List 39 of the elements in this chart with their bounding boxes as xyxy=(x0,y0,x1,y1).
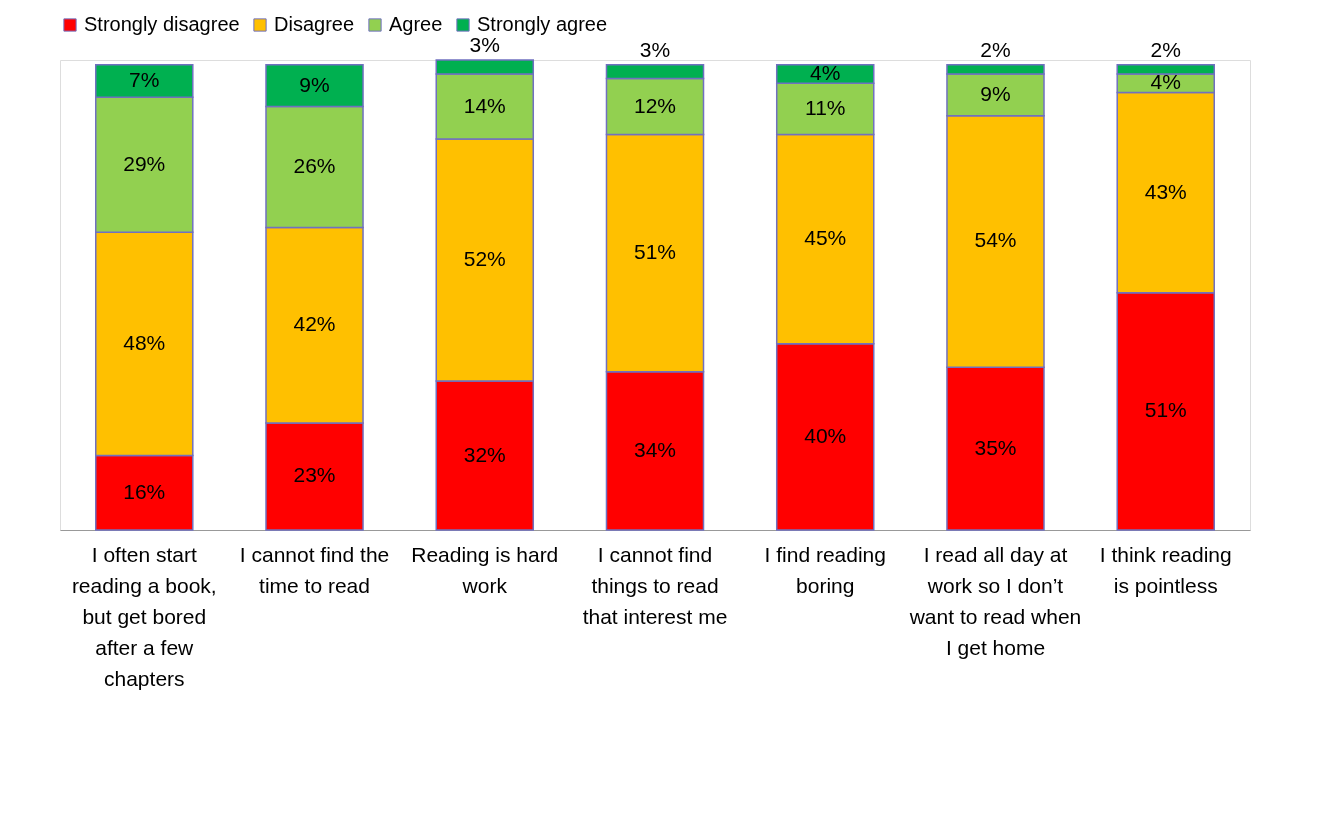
data-label: 3% xyxy=(639,37,671,61)
legend-label: Strongly agree xyxy=(477,13,608,35)
x-tick-label: I read all day at work so I don’t want to read when I get home xyxy=(908,543,1082,659)
x-tick-label: Reading is hard work xyxy=(411,543,559,597)
data-label: 40% xyxy=(804,423,847,447)
x-tick-label: I often start reading a book, but get bored after a few chapters xyxy=(71,543,217,690)
data-label: 9% xyxy=(299,72,330,96)
data-label: 51% xyxy=(633,240,677,264)
data-label: 4% xyxy=(1150,70,1181,94)
data-label: 48% xyxy=(123,330,166,354)
data-label: 42% xyxy=(293,312,336,336)
data-label: 45% xyxy=(804,226,847,250)
legend-label: Strongly disagree xyxy=(84,13,240,35)
legend-label: Disagree xyxy=(274,13,355,35)
data-label: 51% xyxy=(1144,398,1187,422)
legend-label: Agree xyxy=(389,13,443,35)
data-label: 12% xyxy=(633,93,677,117)
data-label: 54% xyxy=(974,228,1017,252)
data-label: 35% xyxy=(974,435,1017,459)
x-tick-label: I find reading boring xyxy=(764,543,886,597)
x-tick-label: I think reading is pointless xyxy=(1099,543,1232,597)
data-label: 9% xyxy=(980,81,1011,105)
data-label: 2% xyxy=(1150,37,1181,61)
data-label: 11% xyxy=(805,95,846,119)
x-tick-label: I cannot find things to read that interest me xyxy=(582,543,728,628)
data-label: 26% xyxy=(293,154,336,178)
x-tick-label: I cannot find the time to read xyxy=(239,543,390,597)
data-label: 32% xyxy=(463,442,506,466)
data-label: 3% xyxy=(469,33,500,56)
data-label: 52% xyxy=(463,247,506,271)
data-label: 7% xyxy=(129,67,160,91)
data-label: 34% xyxy=(633,437,677,461)
data-label: 2% xyxy=(980,37,1011,61)
data-label: 14% xyxy=(463,93,506,117)
data-label: 16% xyxy=(123,479,166,503)
data-label: 23% xyxy=(293,463,336,487)
data-label: 29% xyxy=(123,151,166,175)
data-label: 4% xyxy=(810,60,841,84)
data-label: 43% xyxy=(1144,179,1187,203)
